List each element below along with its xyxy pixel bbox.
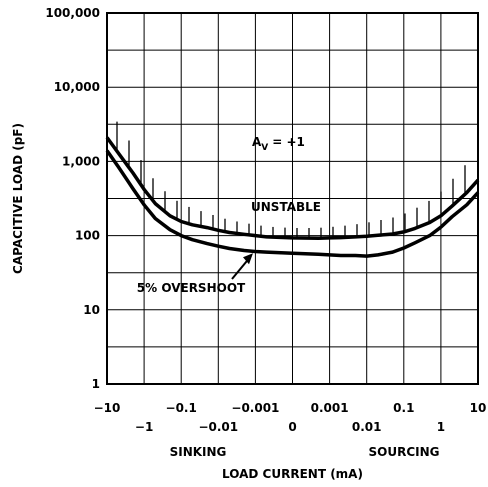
overshoot-arrow [231, 253, 253, 280]
gain-subscript: V [261, 143, 268, 153]
sinking-label: SINKING [170, 445, 227, 459]
y-tick-label: 1,000 [62, 154, 100, 168]
unstable-hatch [116, 121, 466, 239]
y-axis-label: CAPACITIVE LOAD (pF) [11, 123, 25, 274]
overshoot-annotation: 5% OVERSHOOT [137, 281, 246, 295]
overshoot-line [105, 149, 480, 258]
gain-value: = +1 [272, 135, 305, 149]
x-tick-label: −1 [135, 420, 153, 434]
x-tick-label: −0.1 [166, 401, 197, 415]
x-tick-label: 0.1 [393, 401, 414, 415]
y-tick-label: 10,000 [54, 80, 100, 94]
x-tick-label: 0 [288, 420, 296, 434]
x-tick-label: −0.01 [198, 420, 238, 434]
x-tick-label: −0.001 [231, 401, 279, 415]
gain-symbol: A [252, 135, 262, 149]
x-tick-label: −10 [94, 401, 121, 415]
x-tick-label: 10 [470, 401, 487, 415]
unstable-annotation: UNSTABLE [251, 200, 321, 214]
sourcing-label: SOURCING [369, 445, 440, 459]
x-tick-label: 1 [437, 420, 445, 434]
series-lines [105, 136, 480, 258]
y-tick-label: 1 [92, 377, 100, 391]
y-tick-label: 100 [75, 229, 100, 243]
arrow-head [243, 253, 253, 265]
x-tick-label: 0.01 [352, 420, 382, 434]
gain-annotation: AV = +1 [252, 135, 305, 153]
stability-boundary-line [105, 136, 480, 241]
y-tick-labels: 1 10 100 1,000 10,000 100,000 [45, 6, 100, 391]
x-tick-label: 0.001 [311, 401, 349, 415]
plot-frame [106, 12, 479, 385]
grid [107, 13, 478, 384]
x-tick-labels: −10 −0.1 −0.001 0.001 0.1 10 −1 −0.01 0 0.01 1 [94, 401, 487, 434]
x-axis-label: LOAD CURRENT (mA) [222, 467, 363, 481]
y-tick-label: 100,000 [45, 6, 100, 20]
y-tick-label: 10 [83, 303, 100, 317]
